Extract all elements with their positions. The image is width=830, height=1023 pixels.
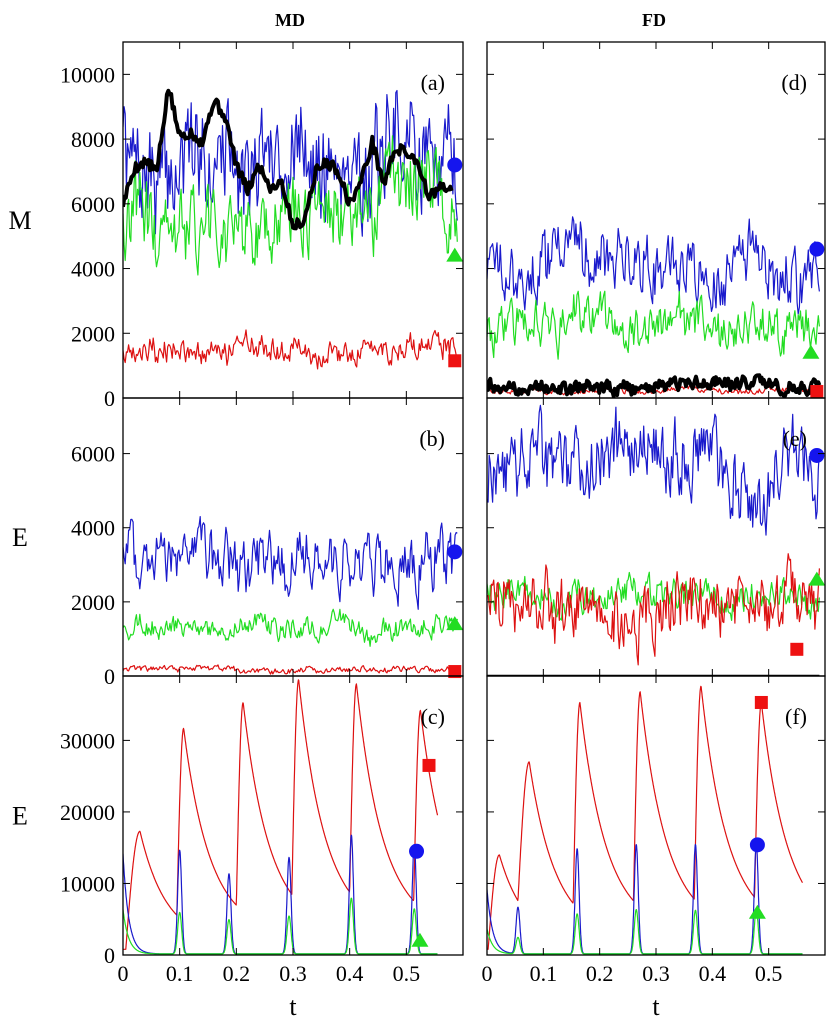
marker-square <box>422 758 436 772</box>
y-tick-label: 6000 <box>71 192 115 217</box>
x-tick-label: 0.2 <box>586 961 614 986</box>
marker-circle <box>809 241 825 257</box>
y-axis-label: E <box>12 802 28 831</box>
series-line-red <box>487 553 820 666</box>
series-line-blue <box>487 216 820 315</box>
y-tick-label: 4000 <box>71 516 115 541</box>
series-line-green <box>123 135 458 276</box>
chart-panel-0: 0 2000 4000 6000 8000 10000 (a) M <box>8 41 464 411</box>
panel-frame <box>486 41 826 399</box>
series-line-green <box>487 909 803 955</box>
y-tick-label: 10000 <box>60 62 115 87</box>
series-line-red <box>487 685 804 950</box>
panel-frame <box>486 675 826 956</box>
panel-label: (c) <box>421 704 445 729</box>
x-axis-label: t <box>652 992 660 1021</box>
x-tick-label: 0.4 <box>699 961 727 986</box>
marker-triangle <box>802 344 820 359</box>
chart-panel-3: (d) <box>486 41 826 399</box>
chart-panel-5: 0 0.1 0.2 0.3 0.4 0.5 (f) t <box>482 675 826 1021</box>
marker-square <box>448 354 462 368</box>
series-line-blue <box>123 834 438 955</box>
column-title-fd: FD <box>642 10 666 30</box>
marker-circle <box>809 447 825 463</box>
marker-triangle <box>411 932 429 947</box>
y-axis-label: M <box>8 206 31 235</box>
panel-label: (e) <box>783 426 807 451</box>
series-line-blue <box>487 843 803 955</box>
series-line-blue <box>123 516 458 610</box>
y-tick-label: 4000 <box>71 257 115 282</box>
x-tick-label: 0.4 <box>336 961 364 986</box>
x-tick-label: 0.3 <box>279 961 307 986</box>
series-line-red <box>123 679 439 950</box>
marker-triangle <box>748 904 766 919</box>
plot-area <box>487 404 820 676</box>
y-tick-label: 10000 <box>60 871 115 896</box>
plot-area <box>123 88 458 370</box>
y-tick-label: 30000 <box>60 728 115 753</box>
series-line-blue <box>487 404 820 536</box>
panel-label: (a) <box>421 70 445 95</box>
marker-circle <box>409 843 425 859</box>
panels: 0 2000 4000 6000 8000 10000 (a) M 0 2000 4000 6000 (… <box>8 41 826 1021</box>
marker-circle <box>447 157 463 173</box>
plot-area <box>123 679 439 955</box>
y-tick-label: 2000 <box>71 590 115 615</box>
y-axis-label: E <box>12 523 28 552</box>
x-tick-label: 0.5 <box>393 961 421 986</box>
column-title-md: MD <box>275 10 305 30</box>
series-line-black <box>123 88 454 231</box>
y-tick-label: 0 <box>104 386 115 411</box>
x-tick-label: 0.2 <box>223 961 251 986</box>
x-tick-label: 0 <box>118 961 129 986</box>
series-line-red <box>123 329 458 370</box>
marker-triangle <box>808 571 826 586</box>
y-tick-label: 8000 <box>71 127 115 152</box>
series-line-green <box>487 290 820 360</box>
x-tick-label: 0.5 <box>755 961 783 986</box>
series-line-black <box>487 373 822 398</box>
plot-area <box>487 216 822 398</box>
marker-circle <box>749 837 765 853</box>
panel-label: (f) <box>785 704 807 729</box>
y-tick-label: 0 <box>104 664 115 689</box>
y-tick-label: 0 <box>104 943 115 968</box>
marker-square <box>448 665 462 679</box>
y-tick-label: 20000 <box>60 800 115 825</box>
y-tick-label: 2000 <box>71 321 115 346</box>
panel-label: (b) <box>419 426 445 451</box>
x-tick-label: 0.1 <box>166 961 194 986</box>
x-axis-label: t <box>289 992 297 1021</box>
chart-panel-1: 0 2000 4000 6000 (b) E <box>12 397 464 689</box>
series-line-red <box>123 664 458 675</box>
marker-circle <box>447 544 463 560</box>
series-line-green <box>123 608 458 647</box>
plot-area <box>487 685 804 955</box>
chart-panel-2: 0 10000 20000 30000 0 0.1 0.2 0.3 0.4 0.5 (c) Et <box>12 675 464 1021</box>
x-tick-label: 0.3 <box>642 961 670 986</box>
chart-panel-4: (e) <box>486 397 826 677</box>
x-tick-label: 0.1 <box>530 961 558 986</box>
marker-square <box>754 695 768 709</box>
marker-triangle <box>446 616 464 631</box>
panel-frame <box>122 397 464 677</box>
x-tick-label: 0 <box>482 961 493 986</box>
plot-area <box>123 516 458 675</box>
marker-triangle <box>446 247 464 262</box>
marker-square <box>810 385 824 399</box>
series-line-green <box>123 897 438 955</box>
marker-square <box>790 642 804 656</box>
y-tick-label: 6000 <box>71 442 115 467</box>
panel-label: (d) <box>781 70 807 95</box>
